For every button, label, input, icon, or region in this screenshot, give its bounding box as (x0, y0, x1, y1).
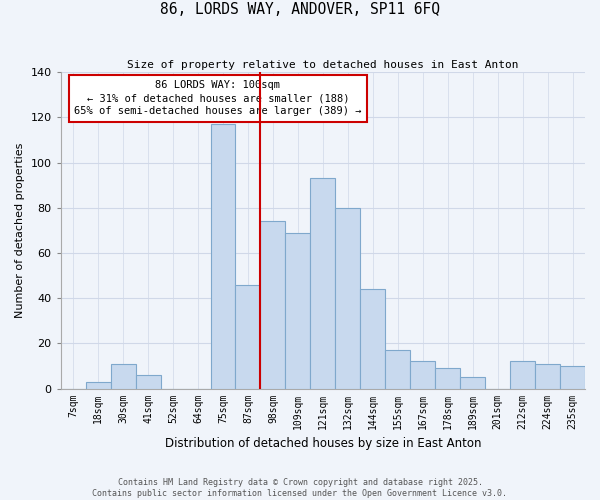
Bar (211, 124, 235, 388)
Bar (385, 350, 410, 389)
X-axis label: Distribution of detached houses by size in East Anton: Distribution of detached houses by size … (164, 437, 481, 450)
Bar (310, 178, 335, 388)
Bar (110, 364, 136, 388)
Bar (460, 378, 485, 388)
Bar (136, 375, 161, 388)
Bar (510, 362, 535, 388)
Bar (361, 289, 385, 388)
Bar (560, 366, 585, 388)
Bar (260, 222, 286, 388)
Bar (410, 362, 435, 388)
Bar (235, 284, 260, 389)
Title: Size of property relative to detached houses in East Anton: Size of property relative to detached ho… (127, 60, 518, 70)
Bar (86, 382, 110, 388)
Bar (535, 364, 560, 388)
Bar (335, 208, 361, 388)
Text: 86, LORDS WAY, ANDOVER, SP11 6FQ: 86, LORDS WAY, ANDOVER, SP11 6FQ (160, 2, 440, 18)
Bar (435, 368, 460, 388)
Y-axis label: Number of detached properties: Number of detached properties (15, 142, 25, 318)
Text: 86 LORDS WAY: 100sqm
← 31% of detached houses are smaller (188)
65% of semi-deta: 86 LORDS WAY: 100sqm ← 31% of detached h… (74, 80, 362, 116)
Bar (286, 232, 310, 388)
Text: Contains HM Land Registry data © Crown copyright and database right 2025.
Contai: Contains HM Land Registry data © Crown c… (92, 478, 508, 498)
